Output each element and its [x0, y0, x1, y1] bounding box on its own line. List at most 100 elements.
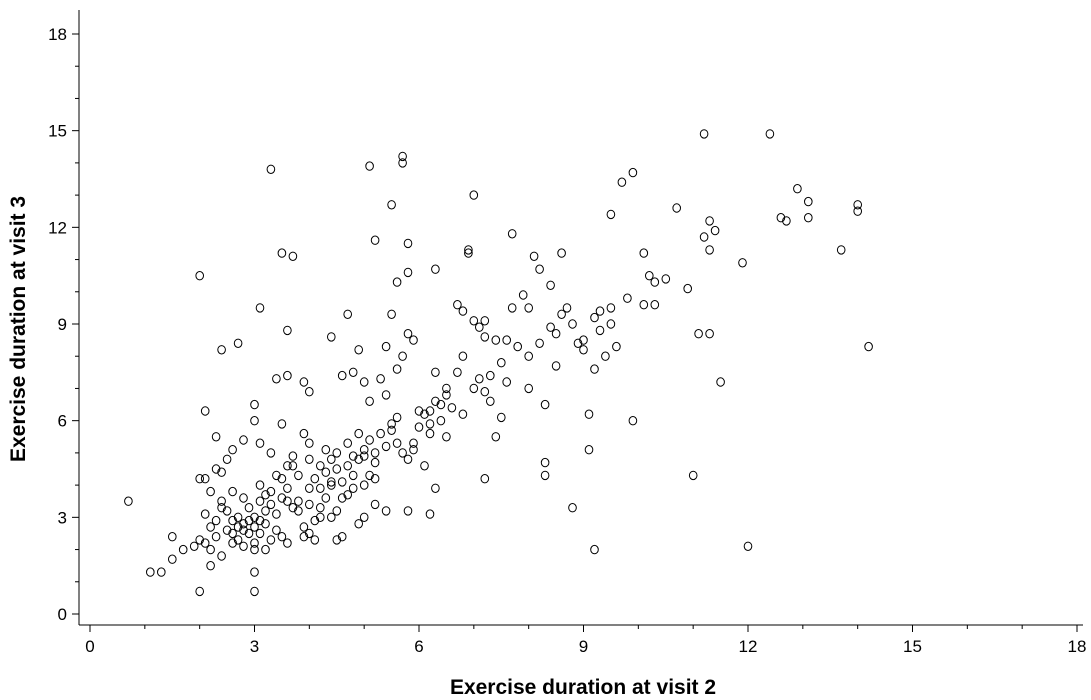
data-point [606, 319, 616, 329]
data-point [480, 474, 490, 484]
data-point [590, 312, 599, 323]
data-point [546, 280, 555, 290]
data-point [250, 399, 259, 410]
data-point [387, 200, 396, 210]
data-point [502, 335, 512, 345]
data-point [337, 532, 347, 542]
data-point [211, 432, 221, 442]
data-point [305, 528, 314, 539]
data-point [705, 329, 714, 339]
data-point [551, 329, 561, 339]
data-point [348, 470, 358, 481]
data-point [244, 528, 254, 539]
data-point [628, 416, 638, 426]
data-point [206, 522, 215, 532]
data-point [381, 390, 391, 400]
data-point [233, 512, 243, 522]
data-point [392, 412, 402, 423]
x-tick-label: 9 [579, 637, 588, 656]
data-point [601, 351, 610, 361]
data-point [453, 300, 462, 310]
data-point [294, 496, 303, 506]
data-point [699, 232, 709, 242]
data-point [486, 396, 495, 406]
data-point [250, 567, 259, 577]
data-point [409, 445, 418, 455]
data-point [222, 506, 232, 516]
data-point [804, 213, 813, 223]
data-point [266, 448, 276, 458]
data-point [343, 461, 353, 471]
data-point [573, 338, 583, 348]
data-point [228, 486, 237, 497]
data-point [497, 412, 506, 423]
data-point [475, 374, 484, 384]
data-point [436, 399, 446, 410]
data-point [502, 377, 512, 387]
data-point [239, 525, 248, 535]
data-point [217, 551, 226, 561]
data-point [381, 441, 391, 452]
data-point [337, 477, 347, 487]
data-point [277, 248, 287, 258]
data-point [507, 229, 517, 239]
data-point [332, 464, 342, 474]
data-point [688, 470, 698, 481]
data-point [348, 451, 358, 461]
data-point [316, 503, 325, 513]
data-point [365, 161, 374, 171]
data-point [464, 245, 473, 255]
data-point [283, 483, 292, 493]
data-point [250, 512, 259, 522]
data-point [343, 438, 353, 448]
data-point [272, 470, 281, 481]
data-point [277, 474, 287, 484]
data-point [211, 532, 221, 542]
y-tick-label: 15 [48, 122, 67, 141]
data-point [551, 361, 561, 371]
data-point [699, 129, 709, 139]
data-point [228, 538, 237, 548]
data-point [195, 271, 204, 281]
data-point [288, 461, 298, 471]
data-point [464, 248, 473, 258]
data-point [327, 477, 336, 487]
data-point [425, 419, 435, 429]
data-point [178, 544, 188, 555]
data-point [864, 341, 873, 352]
y-tick-label: 18 [48, 25, 67, 44]
data-point [228, 445, 237, 455]
data-point [535, 338, 544, 348]
data-point [518, 290, 528, 300]
data-point [628, 167, 638, 178]
data-point [168, 532, 177, 542]
data-point [431, 264, 440, 274]
data-point [853, 200, 863, 210]
data-point [606, 209, 616, 220]
data-point [250, 522, 259, 532]
data-point [568, 503, 577, 513]
data-point [661, 274, 671, 284]
data-point [261, 506, 270, 516]
data-point [540, 470, 550, 481]
data-point [217, 467, 226, 477]
data-point [606, 303, 616, 313]
data-point [157, 567, 166, 577]
y-axis: 0 3 6 9 12 15 18 [48, 10, 80, 625]
data-point [299, 428, 309, 439]
data-point [650, 300, 660, 310]
data-point [266, 535, 276, 545]
data-point [228, 515, 237, 526]
data-point [370, 235, 380, 245]
data-point [294, 506, 303, 516]
data-point [316, 512, 325, 522]
data-point [480, 387, 490, 397]
data-point [738, 258, 747, 268]
data-point [200, 509, 210, 519]
data-point [348, 483, 358, 493]
y-tick-label: 12 [48, 218, 67, 237]
data-point [222, 454, 232, 464]
data-point [217, 503, 226, 513]
data-point [398, 158, 407, 168]
data-point [743, 541, 753, 551]
